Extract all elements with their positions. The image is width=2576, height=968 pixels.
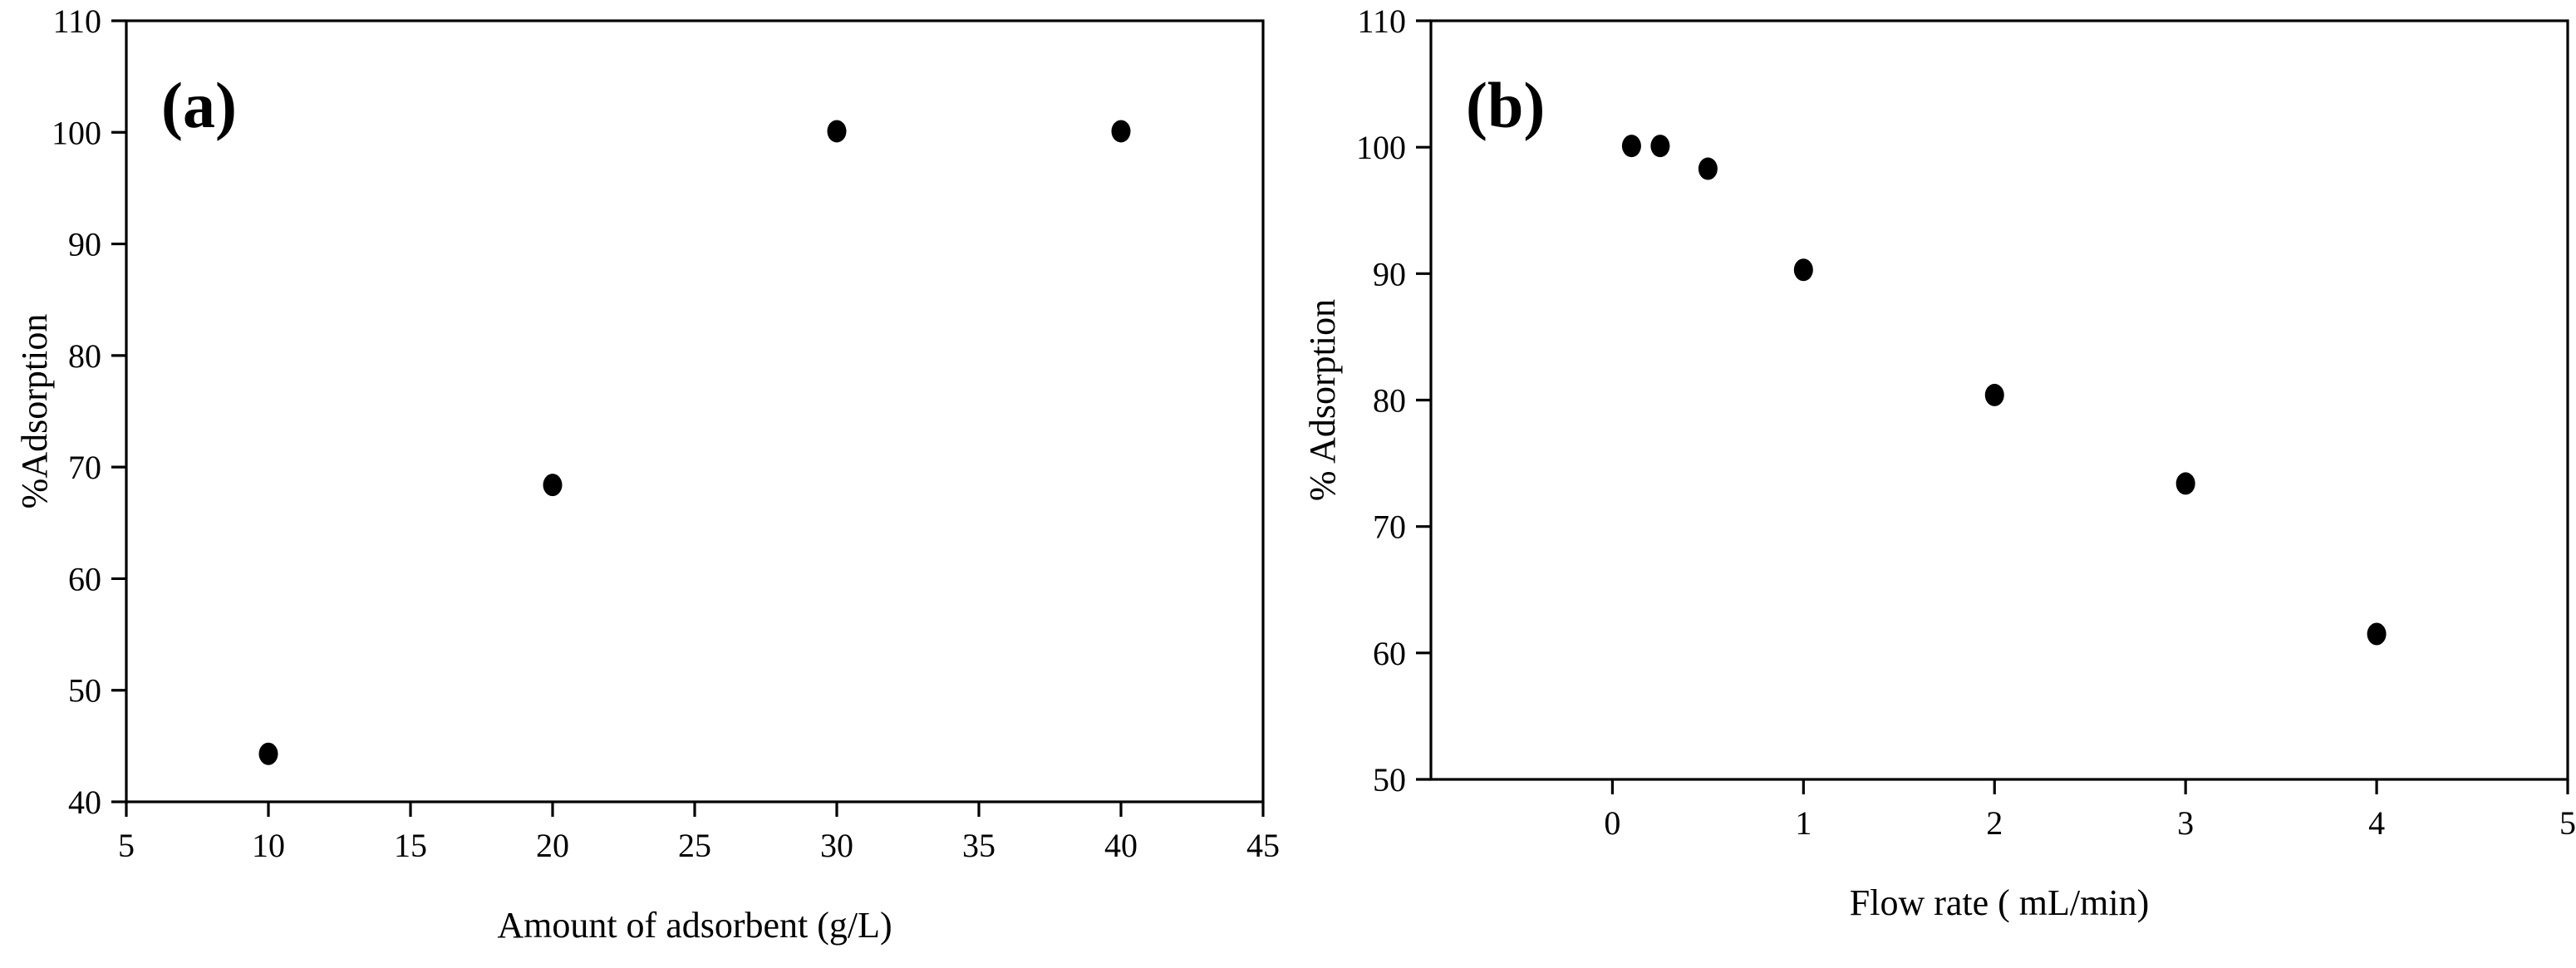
x-tick-label: 25	[678, 827, 711, 864]
x-tick-label: 15	[394, 827, 427, 864]
data-point	[258, 742, 278, 765]
x-axis: 0 1 2 3 4 5	[1604, 779, 2576, 842]
y-axis: 40 50 60 70 80 90 100 110	[52, 2, 126, 821]
y-tick-label: 110	[52, 2, 101, 40]
y-tick-label: 70	[1373, 509, 1406, 546]
y-tick-label: 110	[1357, 2, 1406, 40]
x-tick-label: 45	[1246, 827, 1280, 864]
data-point	[2367, 622, 2387, 646]
x-tick-label: 3	[2177, 804, 2194, 842]
y-tick-label: 70	[68, 449, 101, 486]
panel-a-adsorbent-amount: 5 10 15 20 25 30 35 40 45 40 50 60 70 80 90 100 110 Amoun…	[14, 2, 1280, 946]
y-axis-title: % Adsorption	[1302, 299, 1343, 501]
x-axis-title: Amount of adsorbent (g/L)	[497, 905, 892, 946]
x-tick-label: 0	[1604, 804, 1620, 842]
x-tick-label: 5	[2559, 804, 2576, 842]
x-tick-label: 10	[252, 827, 285, 864]
panel-b-flow-rate: 0 1 2 3 4 5 50 60 70 80 90 100 110 Flow rate ( mL/min…	[1288, 0, 2576, 968]
data-point	[543, 474, 563, 497]
y-tick-label: 50	[68, 672, 101, 710]
y-tick-label: 60	[68, 560, 101, 597]
plot-box	[125, 19, 1265, 803]
x-tick-label: 2	[1986, 804, 2003, 842]
y-tick-label: 90	[68, 226, 101, 263]
data-point	[1984, 383, 2004, 406]
x-tick-label: 30	[820, 827, 853, 864]
x-tick-label: 5	[118, 827, 135, 864]
data-points	[258, 120, 1131, 765]
x-axis: 5 10 15 20 25 30 35 40 45	[118, 802, 1280, 864]
x-tick-label: 1	[1795, 804, 1812, 842]
y-tick-label: 100	[1356, 129, 1406, 166]
data-point	[2175, 472, 2195, 495]
y-tick-label: 50	[1373, 761, 1406, 798]
scatter-plot-a: 5 10 15 20 25 30 35 40 45 40 50 60 70 80 90 100 110 Amoun…	[14, 2, 1280, 946]
y-tick-label: 80	[1373, 382, 1406, 420]
panel-letter: (a)	[161, 69, 237, 141]
y-tick-label: 80	[68, 337, 101, 375]
x-axis-title: Flow rate ( mL/min)	[1850, 882, 2150, 923]
data-point	[1793, 258, 1813, 282]
data-points	[1621, 135, 2387, 646]
y-axis-title: %Adsorption	[14, 314, 55, 509]
panel-letter: (b)	[1466, 69, 1545, 141]
data-point	[1111, 120, 1131, 143]
y-tick-label: 60	[1373, 635, 1406, 672]
y-tick-label: 90	[1373, 255, 1406, 292]
data-point	[1621, 135, 1641, 158]
data-point	[1698, 157, 1718, 180]
x-tick-label: 4	[2368, 804, 2385, 842]
scatter-plot-b: 0 1 2 3 4 5 50 60 70 80 90 100 110 Flow rate ( mL/min…	[1302, 2, 2576, 923]
data-point	[827, 120, 847, 143]
x-tick-label: 40	[1104, 827, 1138, 864]
y-tick-label: 100	[52, 114, 101, 151]
y-axis: 50 60 70 80 90 100 110	[1356, 2, 1431, 798]
x-tick-label: 20	[536, 827, 569, 864]
x-tick-label: 35	[962, 827, 995, 864]
y-tick-label: 40	[68, 784, 101, 821]
data-point	[1650, 135, 1670, 158]
